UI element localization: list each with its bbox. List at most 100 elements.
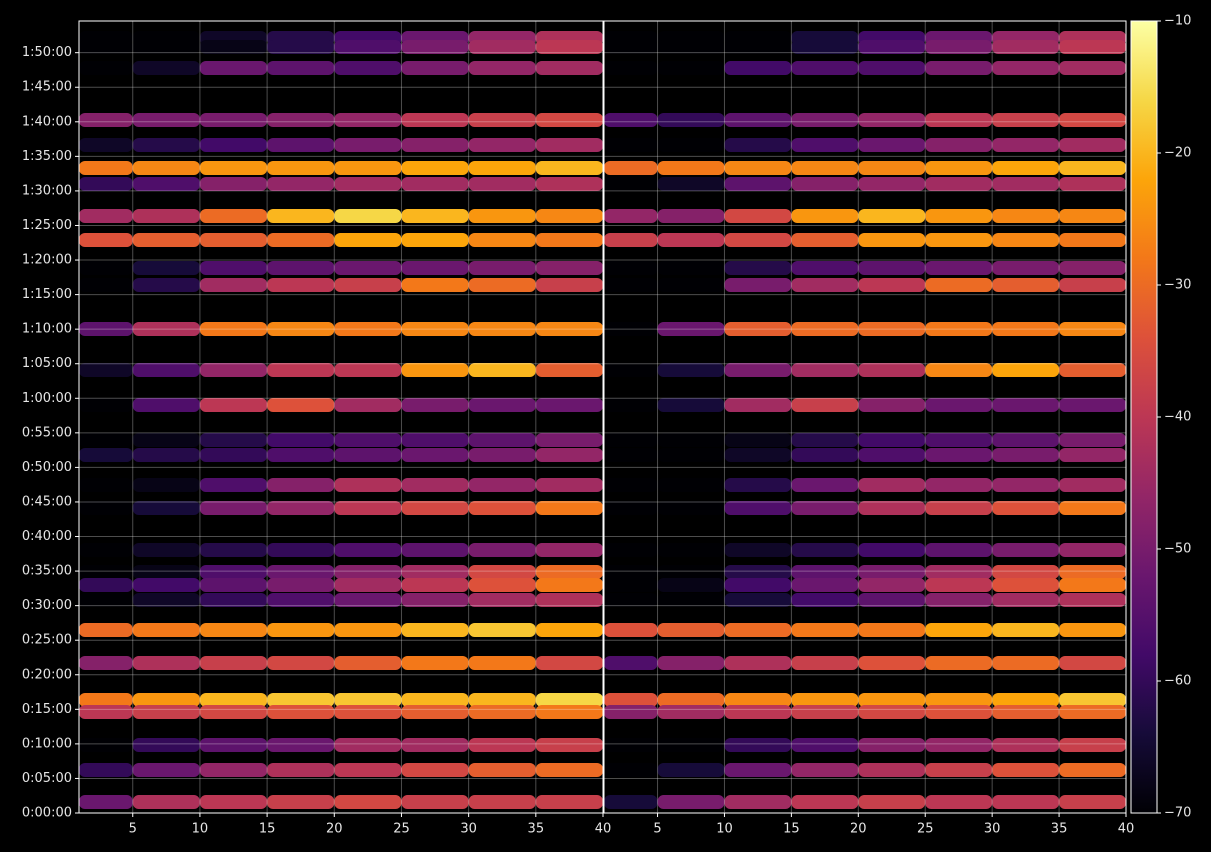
- heat-cell: [535, 40, 603, 55]
- heat-cell: [657, 692, 725, 707]
- heat-cell: [79, 578, 133, 593]
- heat-cell: [724, 232, 792, 247]
- heat-cell: [724, 592, 792, 607]
- heat-cell: [401, 542, 469, 557]
- heat-cell: [858, 738, 926, 753]
- heat-cell: [992, 447, 1060, 462]
- heat-cell: [657, 61, 725, 76]
- heat-cell: [992, 232, 1060, 247]
- heat-cell: [724, 160, 792, 175]
- heat-cell: [468, 565, 536, 580]
- heat-cell: [199, 542, 268, 557]
- heat-cell: [267, 40, 335, 55]
- heat-cell: [925, 795, 993, 810]
- heat-cell: [334, 692, 402, 707]
- heat-cell: [791, 397, 859, 412]
- heat-cell: [401, 209, 469, 224]
- y-tick-label: 0:55:00: [22, 425, 72, 440]
- heat-cell: [791, 260, 859, 275]
- heat-cell: [401, 704, 469, 719]
- heat-cell: [925, 704, 993, 719]
- heat-cell: [925, 622, 993, 637]
- heat-cell: [925, 578, 993, 593]
- heat-cell: [724, 447, 792, 462]
- heat-cell: [858, 565, 926, 580]
- heat-cell: [1059, 692, 1126, 707]
- heat-cell: [535, 692, 603, 707]
- heat-cell: [657, 260, 725, 275]
- heat-cell: [925, 656, 993, 671]
- heat-cell: [79, 260, 133, 275]
- heat-cell: [604, 795, 658, 810]
- heat-cell: [79, 160, 133, 175]
- heat-cell: [267, 160, 335, 175]
- heat-cell: [724, 137, 792, 152]
- heat-cell: [79, 232, 133, 247]
- heat-cell: [199, 704, 268, 719]
- colorbar-tick-label: −20: [1164, 146, 1191, 161]
- heat-cell: [657, 432, 725, 447]
- heat-cell: [657, 622, 725, 637]
- heat-cell: [468, 160, 536, 175]
- heat-cell: [992, 656, 1060, 671]
- heat-cell: [334, 795, 402, 810]
- heat-cell: [858, 622, 926, 637]
- heat-cell: [657, 542, 725, 557]
- x-tick-label: 25: [917, 822, 934, 837]
- x-tick-label: 15: [783, 822, 800, 837]
- heat-cell: [535, 363, 603, 378]
- heat-cell: [79, 592, 133, 607]
- y-tick-label: 0:00:00: [22, 806, 72, 821]
- y-tick-label: 1:25:00: [22, 218, 72, 233]
- heat-cell: [401, 177, 469, 192]
- heat-cell: [604, 397, 658, 412]
- heat-cell: [79, 177, 133, 192]
- heat-cell: [401, 160, 469, 175]
- heat-cell: [267, 692, 335, 707]
- heat-cell: [132, 738, 200, 753]
- y-tick-label: 0:30:00: [22, 598, 72, 613]
- heat-cell: [604, 232, 658, 247]
- heat-cell: [401, 278, 469, 293]
- heat-cell: [925, 565, 993, 580]
- heat-cell: [992, 704, 1060, 719]
- heat-cell: [535, 260, 603, 275]
- heat-cell: [535, 578, 603, 593]
- heat-cell: [1059, 40, 1126, 55]
- heat-cell: [992, 738, 1060, 753]
- heat-cell: [79, 763, 133, 778]
- heat-cell: [858, 592, 926, 607]
- heat-cell: [657, 232, 725, 247]
- heat-cell: [132, 565, 200, 580]
- heat-cell: [858, 447, 926, 462]
- heat-cell: [791, 40, 859, 55]
- heat-cell: [401, 397, 469, 412]
- heat-cell: [791, 177, 859, 192]
- heat-cell: [401, 795, 469, 810]
- heat-cell: [334, 763, 402, 778]
- heat-cell: [401, 363, 469, 378]
- y-tick-label: 0:50:00: [22, 460, 72, 475]
- heat-cell: [724, 278, 792, 293]
- heat-cell: [132, 622, 200, 637]
- heat-cell: [1059, 795, 1126, 810]
- heat-cell: [858, 61, 926, 76]
- heat-cell: [604, 112, 658, 127]
- heat-cell: [724, 61, 792, 76]
- heat-cell: [468, 578, 536, 593]
- heat-cell: [401, 61, 469, 76]
- heat-cell: [791, 112, 859, 127]
- colorbar-tick-label: −50: [1164, 542, 1191, 557]
- heat-cell: [334, 542, 402, 557]
- y-tick-label: 0:40:00: [22, 529, 72, 544]
- heat-cell: [1059, 622, 1126, 637]
- heat-cell: [199, 738, 268, 753]
- heat-cell: [791, 500, 859, 515]
- heat-cell: [468, 278, 536, 293]
- heat-cell: [1059, 160, 1126, 175]
- heat-cell: [199, 397, 268, 412]
- heat-cell: [401, 578, 469, 593]
- heat-cell: [535, 592, 603, 607]
- heat-cell: [724, 322, 792, 337]
- heat-cell: [468, 738, 536, 753]
